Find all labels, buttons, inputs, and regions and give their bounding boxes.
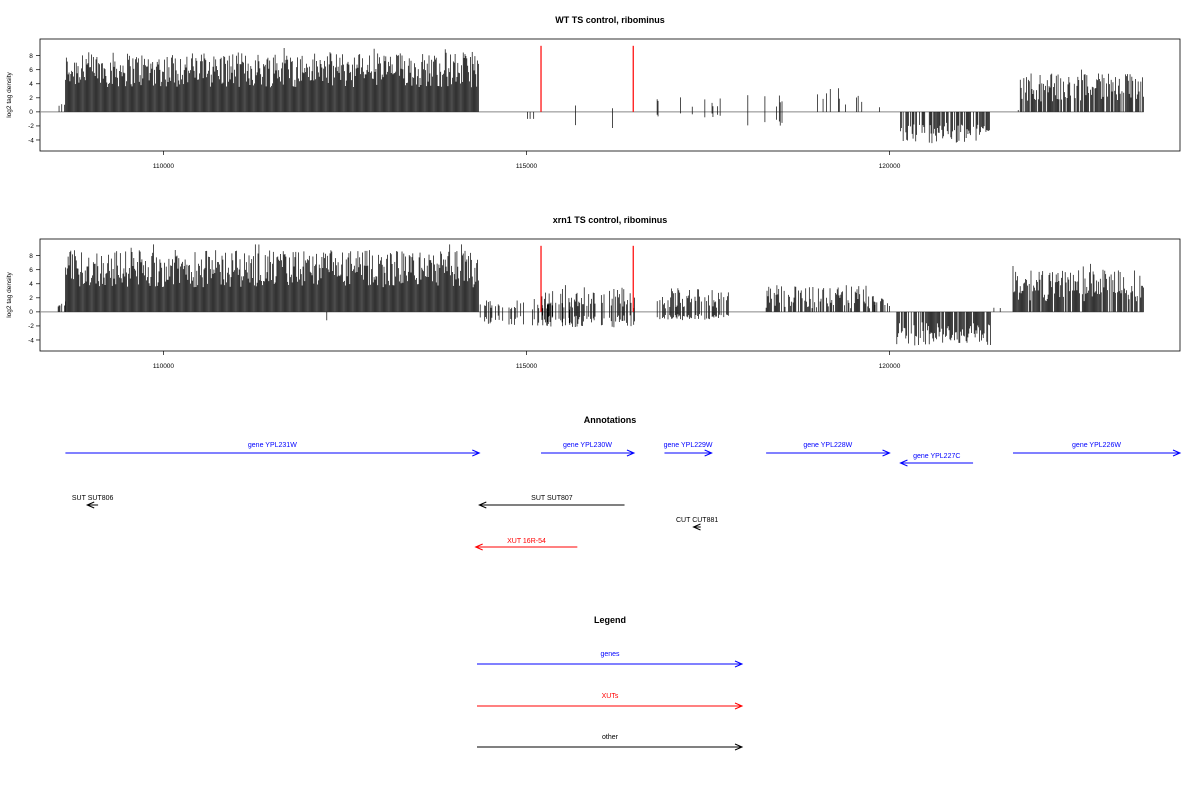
x-tick-label: 120000 [879,363,901,370]
annotation-marks: gene YPL231W gene YPL230W gene YPL229W gene… [65,442,1182,551]
y-tick-label: 2 [29,95,33,102]
panel-1-title: WT TS control, ribominus [555,15,665,25]
legend-title: Legend [594,615,626,625]
track-panel-1: WT TS control, ribominus log2 tag densit… [6,15,1181,170]
y-tick-label: 8 [29,253,33,260]
annotation-arrow-head [478,501,487,509]
legend-arrow-head [734,660,744,668]
annotation-label: gene YPL231W [248,442,297,449]
annotation-label: SUT SUT807 [531,495,573,502]
annotations-panel: Annotations gene YPL231W gene YPL230W gene… [65,415,1182,551]
annotation-arrow-head [1172,449,1182,457]
annotations-title: Annotations [584,415,637,425]
y-tick-label: -2 [28,323,34,330]
annotation-arrow-head [704,449,713,457]
panel-1-frame [39,38,1181,152]
y-tick-label: 0 [29,309,33,316]
x-tick-label: 110000 [153,363,175,370]
annotation-arrow-head [692,523,701,531]
y-tick-label: 0 [29,109,33,116]
legend-label: genes [600,651,620,658]
legend-panel: Legend genes XUTs other [477,615,744,751]
y-tick-label: -4 [28,137,34,144]
annotation-arrow-head [472,449,481,457]
y-tick-label: 4 [29,281,33,288]
annotation-label: gene YPL227C [913,453,960,460]
annotation-label: SUT SUT806 [72,495,114,502]
legend-marks: genes XUTs other [477,651,744,751]
panel-2-ylabel: log2 tag density [6,271,13,317]
x-tick-label: 115000 [516,363,538,370]
annotation-label: CUT CUT881 [676,517,718,524]
y-tick-label: 6 [29,267,33,274]
annotation-label: gene YPL226W [1072,442,1121,449]
panel-2-marks: 8 6 4 2 0 -2 -4 110000 115000 120000 [28,244,1144,370]
y-tick-label: -2 [28,123,34,130]
legend-arrow-head [734,702,744,710]
annotation-label: gene YPL230W [563,442,612,449]
legend-arrow-head [734,743,744,751]
annotation-arrow-head [899,459,908,467]
panel-1-marks: 8 6 4 2 0 -2 -4 110000 115000 120000 [28,45,1144,170]
y-tick-label: -4 [28,337,34,344]
annotation-arrow-head [474,543,483,551]
legend-label: other [602,734,619,741]
y-tick-label: 4 [29,81,33,88]
x-tick-label: 115000 [516,163,538,170]
annotation-arrow-head [882,449,891,457]
annotation-label: gene YPL229W [664,442,713,449]
track-panel-2: xrn1 TS control, ribominus log2 tag dens… [6,215,1181,370]
annotation-label: gene YPL228W [803,442,852,449]
panel-2-title: xrn1 TS control, ribominus [553,215,668,225]
annotation-label: XUT 16R-54 [507,538,546,545]
y-tick-label: 6 [29,67,33,74]
panel-1-ylabel: log2 tag density [6,71,13,117]
y-tick-label: 2 [29,295,33,302]
legend-label: XUTs [602,693,619,700]
annotation-arrow-head [626,449,636,457]
annotation-arrow-head [85,501,95,509]
x-tick-label: 110000 [153,163,175,170]
x-tick-label: 120000 [879,163,901,170]
y-tick-label: 8 [29,53,33,60]
panel-2-frame [39,238,1181,352]
